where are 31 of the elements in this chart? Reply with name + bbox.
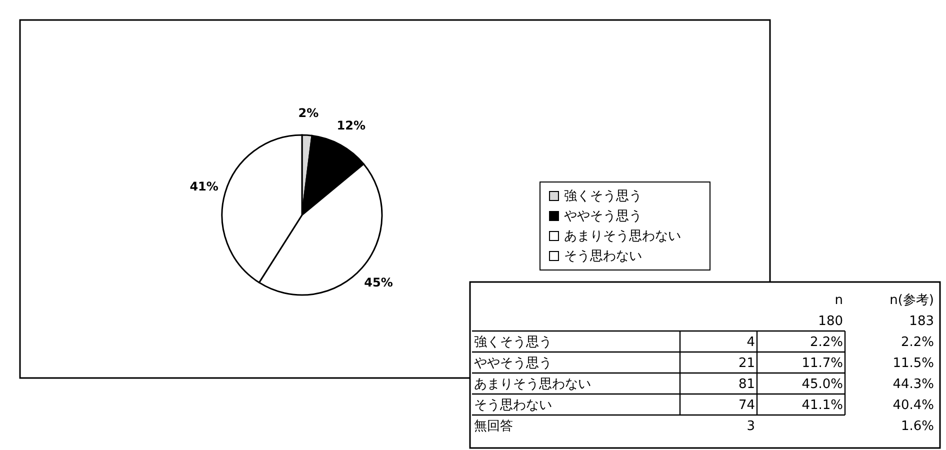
- text: あまりそう思わない: [474, 377, 591, 392]
- text: 1.6%: [900, 419, 934, 434]
- legend-label: 強くそう思う: [564, 189, 642, 204]
- text: 41.1%: [802, 398, 843, 413]
- text: 2.2%: [810, 335, 843, 350]
- data-label: 2%: [298, 106, 319, 120]
- text: 強くそう思う: [474, 335, 552, 350]
- legend-label: そう思わない: [564, 249, 642, 264]
- text: 2.2%: [900, 335, 934, 350]
- text: 183: [909, 314, 934, 329]
- text: 44.3%: [892, 377, 934, 392]
- text: そう思わない: [474, 398, 552, 413]
- text: 40.4%: [892, 398, 934, 413]
- text: 無回答: [474, 419, 513, 434]
- text: 4: [746, 335, 755, 350]
- data-label: 12%: [336, 118, 366, 133]
- text: n(参考): [890, 293, 934, 308]
- text: 21: [738, 356, 755, 371]
- text: 81: [738, 377, 755, 392]
- text: 11.7%: [802, 356, 843, 371]
- text: 180: [818, 314, 843, 329]
- legend-label: ややそう思う: [564, 209, 642, 224]
- text: 74: [738, 398, 755, 413]
- data-label: 41%: [190, 180, 218, 194]
- text: ややそう思う: [474, 356, 552, 371]
- text: 11.5%: [892, 356, 934, 371]
- text: 45.0%: [802, 377, 843, 392]
- text: n: [834, 293, 843, 308]
- text: 3: [746, 419, 755, 434]
- data-label: 45%: [364, 275, 393, 290]
- legend-label: あまりそう思わない: [564, 229, 681, 244]
